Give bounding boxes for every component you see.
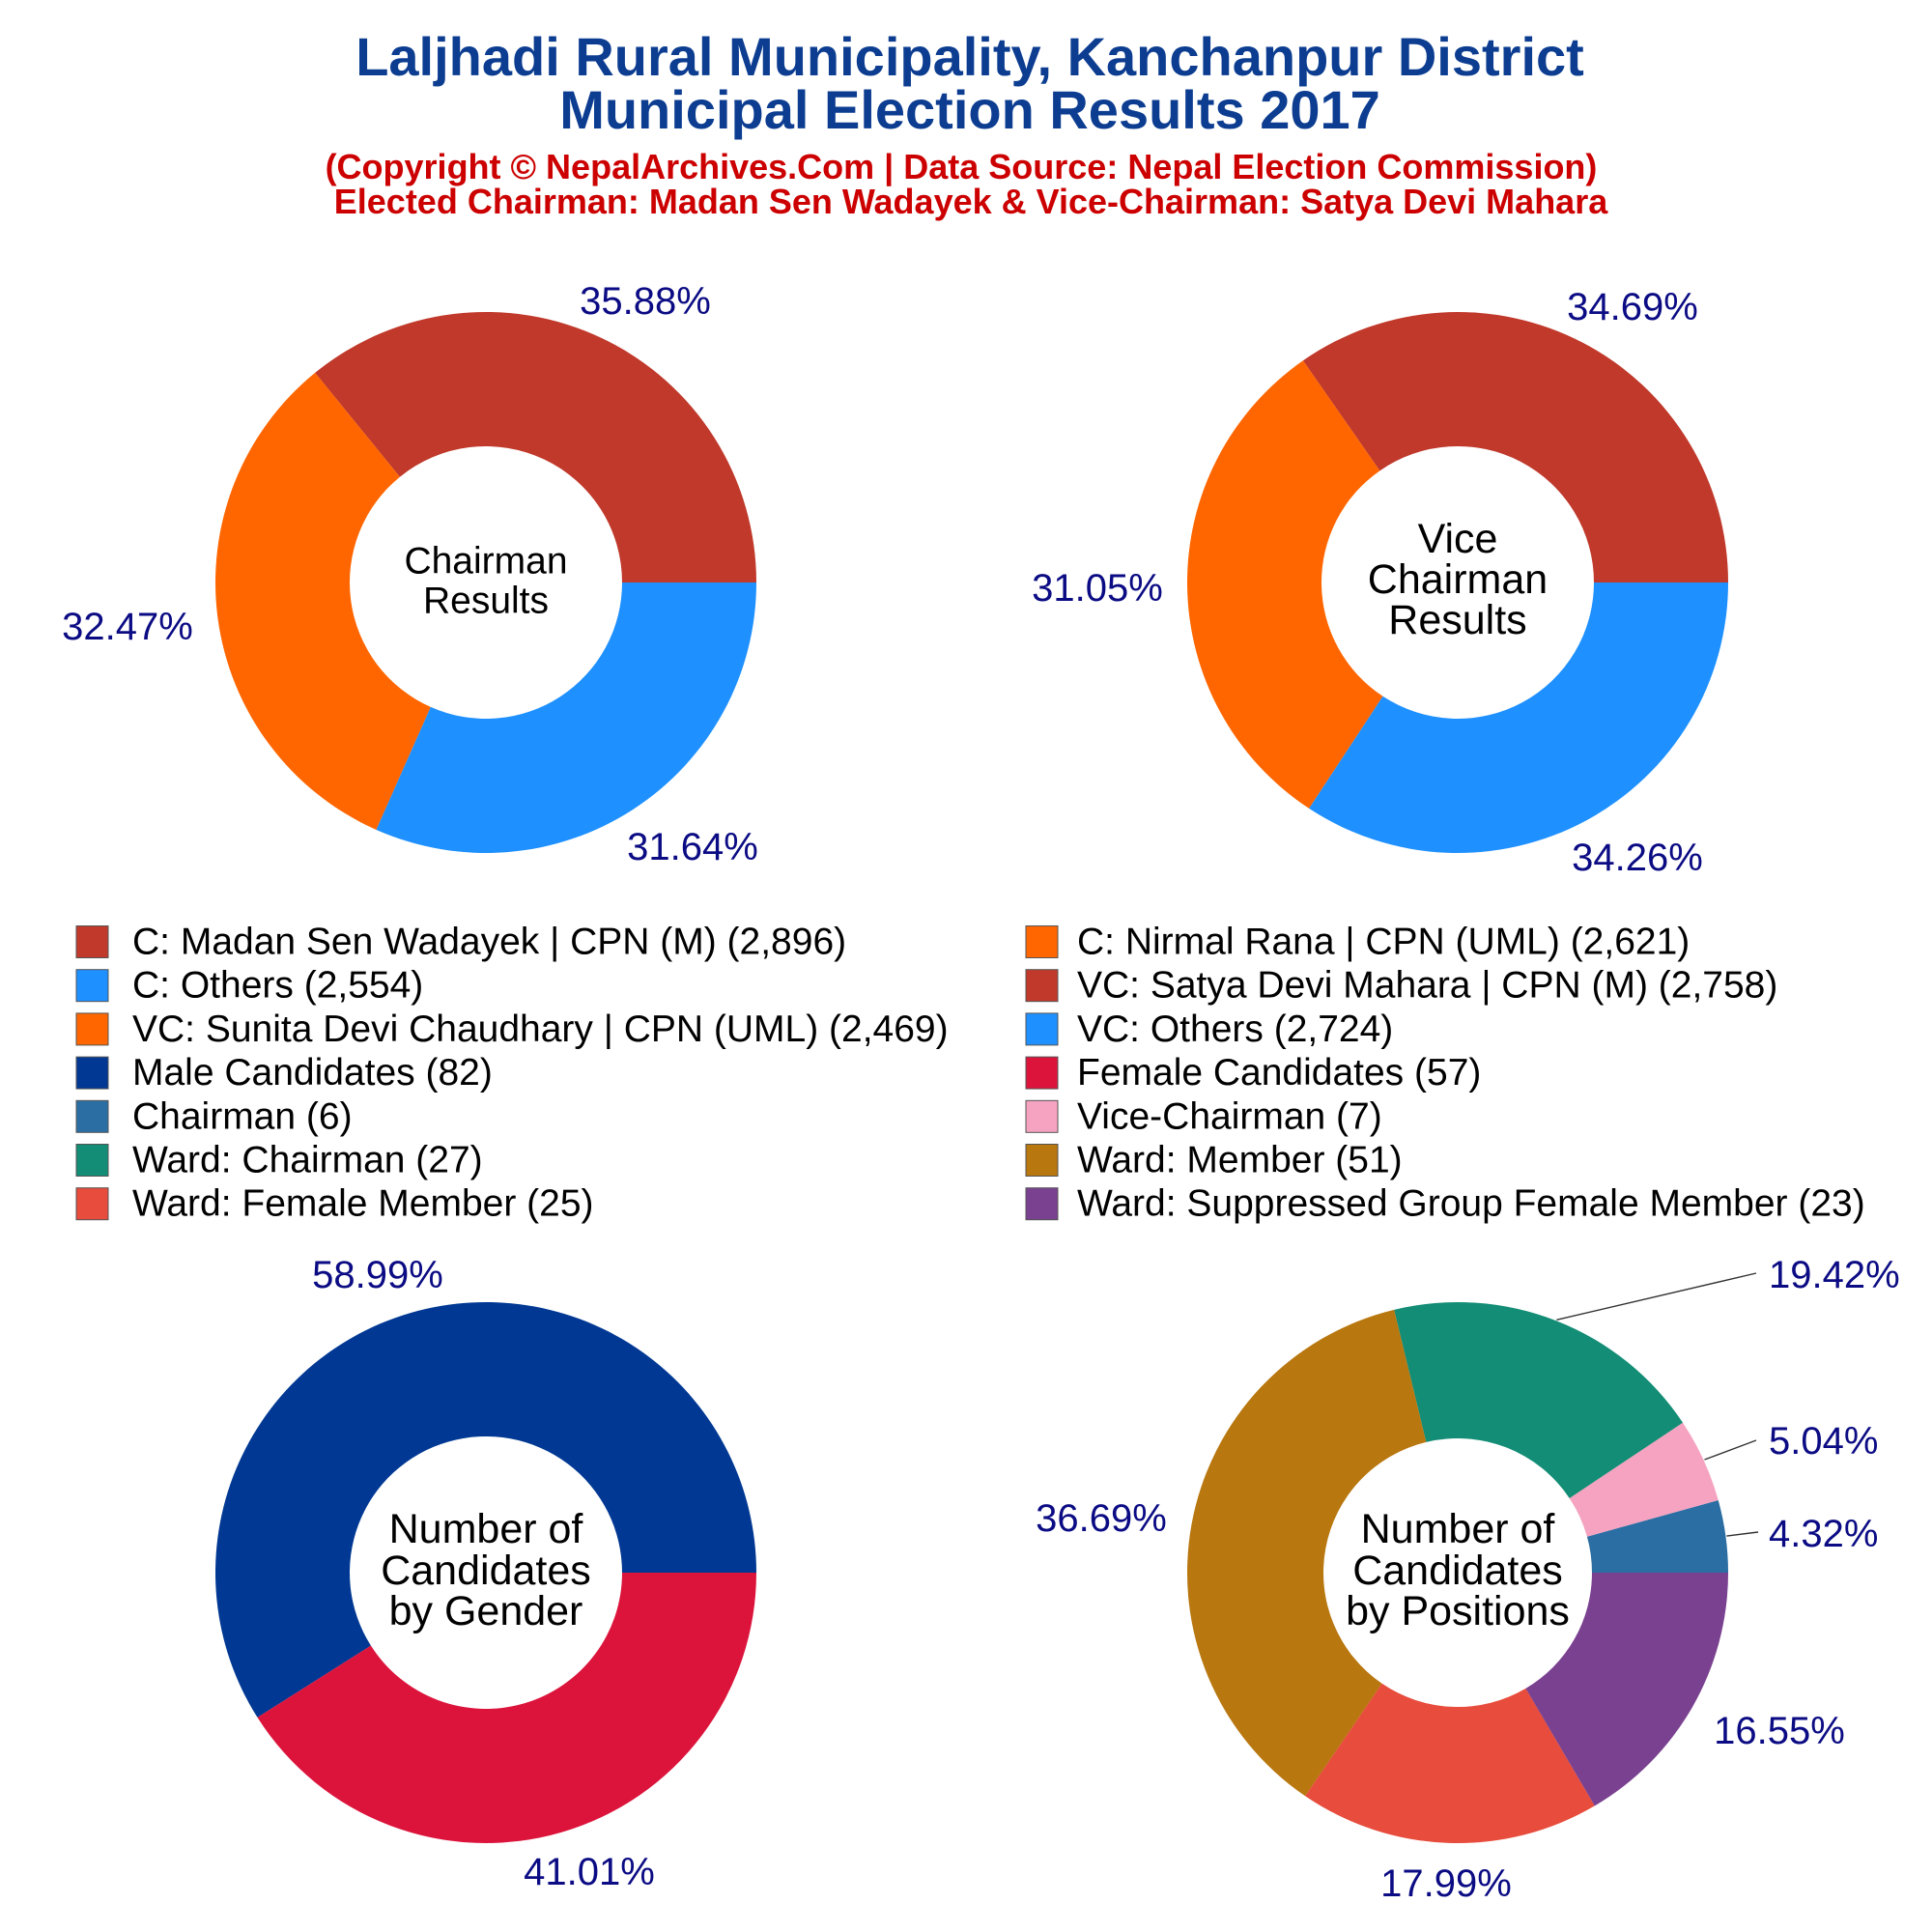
charts: 35.88%32.47%31.64%ChairmanResults34.69%3… [62,280,1900,1905]
center-label: Candidates [1352,1548,1563,1594]
legend-label: Chairman (6) [132,1095,353,1137]
legend-swatch [75,1056,109,1090]
legend-swatch [75,1187,109,1221]
donut-slice-4-6 [1525,1573,1728,1806]
donut-slice-3-1 [215,1301,757,1718]
percent-label: 17.99% [1380,1862,1512,1905]
percent-label: 16.55% [1714,1710,1845,1752]
percent-label: 32.47% [62,606,193,648]
legend-swatch [1025,1012,1059,1046]
percent-label: 31.05% [1032,567,1163,610]
legend-swatch [75,969,109,1003]
donut-slice-1-2 [214,372,431,830]
leader-line [1704,1439,1757,1461]
legend-swatch [1025,1099,1059,1133]
legend-label: Ward: Suppressed Group Female Member (23… [1077,1183,1865,1225]
percent-label: 4.32% [1769,1513,1878,1555]
legend-item: VC: Sunita Devi Chaudhary | CPN (UML) (2… [75,1009,949,1050]
percent-label: 19.42% [1769,1254,1900,1296]
legend-swatch [75,1099,109,1133]
legend-swatch [1025,1187,1059,1221]
legend-swatch [1025,969,1059,1003]
legend-label: C: Others (2,554) [132,965,423,1007]
legend-label: Female Candidates (57) [1077,1052,1481,1094]
percent-label: 58.99% [312,1254,443,1296]
legend-swatch [75,1144,109,1177]
legend-item: Ward: Female Member (25) [75,1183,594,1225]
donut-slice-2-3 [1309,582,1728,853]
legend-item: Female Candidates (57) [1025,1052,1481,1094]
legend-swatch [1025,1144,1059,1177]
legend-label: Ward: Female Member (25) [132,1183,594,1225]
center-label: Chairman [404,541,567,582]
legend-label: VC: Sunita Devi Chaudhary | CPN (UML) (2… [132,1009,949,1050]
donut-chart-4: 4.32% 5.04% 19.42% 36.69% 17.99% 16.55% Number… [1036,1254,1900,1905]
donut-slice-4-4 [1187,1309,1427,1797]
donut-slice-2-1 [1302,312,1728,582]
legend-swatch [75,1012,109,1046]
legend-item: VC: Satya Devi Mahara | CPN (M) (2,758) [1025,965,1777,1007]
donut-slice-2-2 [1187,360,1383,809]
center-label: Results [423,581,549,622]
percent-label: 34.69% [1567,286,1698,328]
legend-label: Ward: Member (51) [1077,1140,1403,1181]
donut-slice-4-1 [1586,1499,1728,1573]
legend-swatch [1025,1056,1059,1090]
legend-label: VC: Satya Devi Mahara | CPN (M) (2,758) [1077,965,1777,1007]
legend-item: C: Madan Sen Wadayek | CPN (M) (2,896) [75,922,846,963]
legend-label: C: Nirmal Rana | CPN (UML) (2,621) [1077,922,1690,963]
percent-label: 31.64% [627,826,758,868]
donut-slice-1-3 [376,582,756,853]
center-label: Number of [1361,1506,1556,1552]
center-label: Vice [1418,516,1498,562]
legend-label: Ward: Chairman (27) [132,1140,483,1181]
legend-item: Ward: Chairman (27) [75,1140,483,1181]
legend-item: Ward: Suppressed Group Female Member (23… [1025,1183,1865,1225]
title-line-1: Laljhadi Rural Municipality, Kanchanpur … [355,26,1584,87]
percent-label: 41.01% [524,1851,655,1893]
subtitle-copyright: (Copyright © NepalArchives.Com | Data So… [326,147,1598,187]
center-label: Chairman [1368,556,1548,603]
legend-swatch [75,925,109,958]
percent-label: 34.26% [1572,837,1703,879]
donut-slice-4-2 [1569,1422,1719,1537]
legend-swatch [1025,925,1059,958]
legend-label: Male Candidates (82) [132,1052,493,1094]
legend-item: VC: Others (2,724) [1025,1009,1393,1050]
legend-item: C: Others (2,554) [75,965,423,1007]
legend: C: Madan Sen Wadayek | CPN (M) (2,896) C:… [75,922,1865,1225]
legend-item: Vice-Chairman (7) [1025,1095,1382,1137]
legend-item: Male Candidates (82) [75,1052,493,1094]
legend-item: C: Nirmal Rana | CPN (UML) (2,621) [1025,922,1690,963]
leader-line [1726,1531,1759,1537]
donut-slice-3-2 [257,1573,756,1843]
donut-slice-1-1 [315,311,756,582]
legend-label: C: Madan Sen Wadayek | CPN (M) (2,896) [132,922,846,963]
center-label: by Gender [389,1588,583,1634]
legend-item: Ward: Member (51) [1025,1140,1403,1181]
leader-line [1556,1272,1757,1321]
center-label: Candidates [381,1548,591,1594]
percent-label: 35.88% [580,280,711,323]
header: Laljhadi Rural Municipality, Kanchanpur … [326,26,1609,221]
legend-item: Chairman (6) [75,1095,353,1137]
subtitle-elected: Elected Chairman: Madan Sen Wadayek & Vi… [334,182,1608,221]
donut-slice-4-5 [1305,1683,1595,1843]
center-label: Results [1388,597,1526,643]
center-label: Number of [389,1506,584,1552]
percent-label: 36.69% [1036,1497,1167,1540]
percent-label: 5.04% [1769,1420,1878,1463]
title-line-2: Municipal Election Results 2017 [559,79,1380,140]
center-label: by Positions [1346,1588,1570,1634]
legend-label: Vice-Chairman (7) [1077,1095,1382,1137]
donut-slice-4-3 [1394,1302,1684,1498]
legend-label: VC: Others (2,724) [1077,1009,1393,1050]
